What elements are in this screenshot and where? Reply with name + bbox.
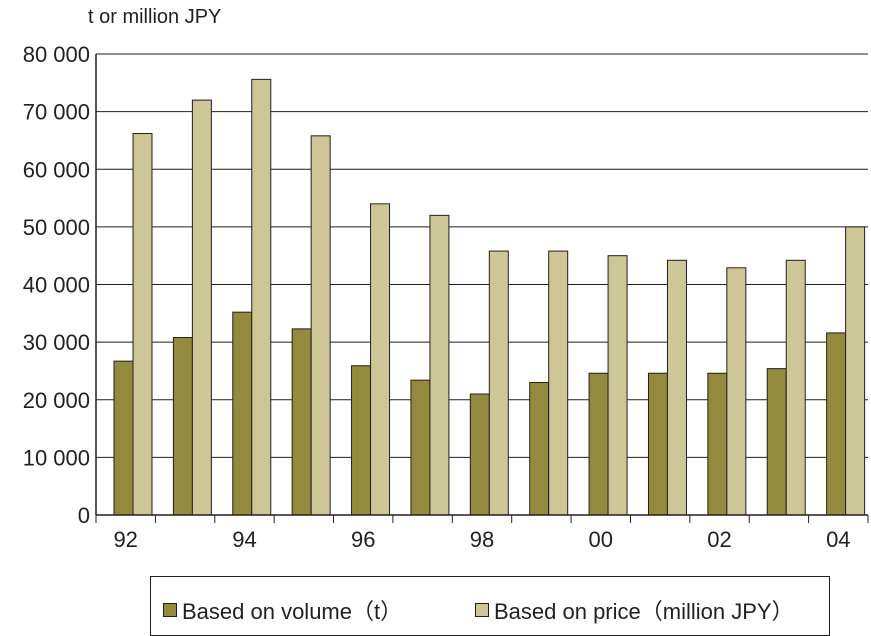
x-tick-label: 96 [351, 527, 375, 552]
bar-price [251, 78, 272, 516]
bar-price [726, 267, 747, 516]
y-tick-label: 30 000 [23, 330, 90, 355]
x-tick-label: 92 [113, 527, 137, 552]
bar-price [548, 250, 569, 516]
y-tick-label: 10 000 [23, 445, 90, 470]
bar-price [132, 133, 153, 516]
bar-price [666, 259, 687, 516]
bar-price [785, 259, 806, 516]
x-tick-label: 00 [589, 527, 613, 552]
bar-price [607, 255, 628, 516]
bar-volume [826, 332, 847, 516]
axes [95, 54, 869, 523]
x-tick-label: 98 [470, 527, 494, 552]
bar-volume [232, 311, 253, 516]
bar-volume [469, 393, 490, 516]
bar-volume [766, 368, 787, 516]
legend: Based on volume（t） Based on price（millio… [150, 576, 830, 636]
bar-volume [529, 381, 550, 516]
x-tick-label: 02 [707, 527, 731, 552]
bar-volume [291, 328, 312, 516]
bar-volume [707, 372, 728, 516]
legend-swatch-volume [163, 603, 177, 617]
y-tick-label: 70 000 [23, 100, 90, 125]
tick-labels: 0 10 000 20 000 30 000 40 000 50 000 60 000 70 … [23, 42, 851, 552]
bar-price [488, 250, 509, 516]
y-tick-label: 0 [78, 503, 90, 528]
y-tick-label: 40 000 [23, 273, 90, 298]
legend-item-price: Based on price（million JPY） [475, 594, 794, 626]
bar-price [429, 214, 450, 516]
y-tick-label: 80 000 [23, 42, 90, 67]
bars [113, 78, 866, 516]
y-tick-label: 20 000 [23, 388, 90, 413]
legend-label-volume: Based on volume（t） [182, 599, 403, 624]
bar-price [370, 203, 391, 516]
bar-volume [172, 337, 193, 516]
bar-volume [647, 372, 668, 516]
bar-chart: 0 10 000 20 000 30 000 40 000 50 000 60 000 70 … [23, 42, 869, 552]
bar-volume [588, 372, 609, 516]
x-tick-label: 04 [826, 527, 850, 552]
bar-price [845, 226, 866, 516]
bar-volume [113, 360, 134, 516]
y-tick-label: 60 000 [23, 157, 90, 182]
y-tick-label: 50 000 [23, 215, 90, 240]
legend-swatch-price [475, 603, 489, 617]
legend-label-price: Based on price（million JPY） [494, 599, 794, 624]
x-tick-label: 94 [232, 527, 256, 552]
y-axis-unit-label: t or million JPY [88, 6, 222, 28]
bar-price [191, 99, 212, 516]
bar-price [310, 135, 331, 516]
bar-volume [410, 379, 431, 516]
bar-volume [351, 365, 372, 516]
legend-item-volume: Based on volume（t） [163, 594, 402, 626]
